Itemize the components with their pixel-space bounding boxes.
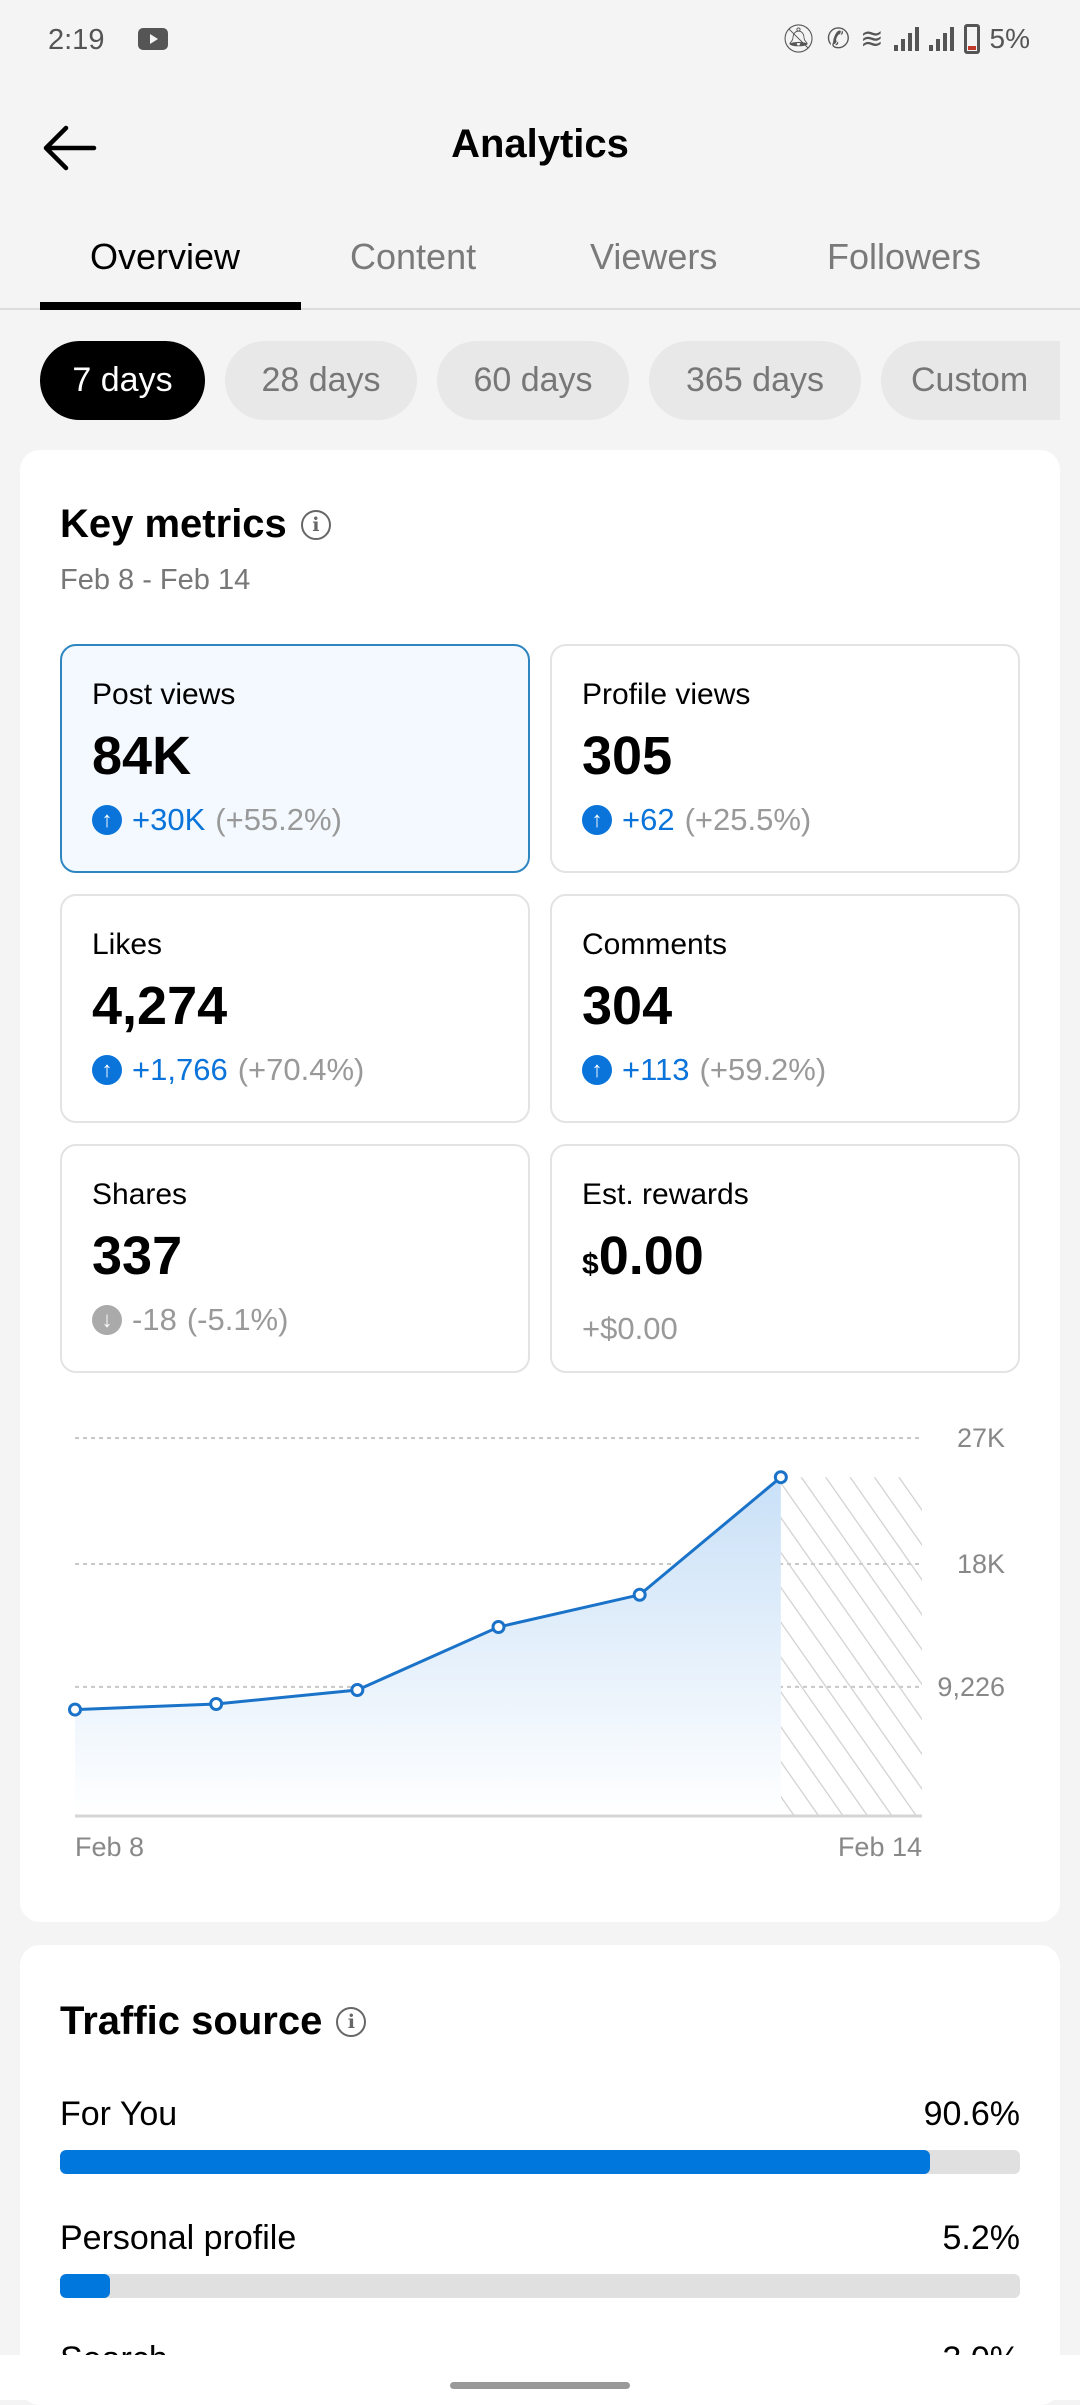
- metric-delta-percent: (+55.2%): [215, 802, 342, 837]
- mute-icon: 🔕︎: [781, 23, 817, 54]
- battery-percent: 5%: [989, 22, 1030, 54]
- youtube-icon: [138, 28, 168, 50]
- post-views-chart[interactable]: 27K 18K 9,226 Feb 8 Feb 14: [0, 1380, 1080, 1860]
- metric-tile-comments[interactable]: Comments 304 ↑ +113 (+59.2%): [550, 894, 1020, 1123]
- battery-icon: [963, 23, 980, 54]
- y-tick-label: 9,226: [937, 1672, 1005, 1702]
- metric-delta: +62: [622, 802, 675, 837]
- home-gesture-handle[interactable]: [450, 2382, 630, 2389]
- key-metrics-header: Key metrics i: [60, 502, 331, 547]
- metric-delta-percent: (+70.4%): [237, 1052, 365, 1087]
- back-arrow-icon[interactable]: [40, 118, 100, 178]
- tab-overview[interactable]: Overview: [90, 236, 241, 277]
- data-point: [350, 1683, 365, 1697]
- range-chip-60-days[interactable]: 60 days: [437, 341, 629, 420]
- key-metrics-title: Key metrics: [60, 502, 287, 546]
- tab-followers[interactable]: Followers: [827, 236, 982, 277]
- metric-label: Post views: [92, 678, 236, 711]
- traffic-row-label: For You: [60, 2095, 178, 2133]
- data-point: [491, 1620, 506, 1634]
- traffic-row-label: Personal profile: [60, 2219, 297, 2257]
- traffic-bar-fill: [60, 2150, 930, 2174]
- traffic-row-value: 5.2%: [942, 2219, 1021, 2257]
- data-point: [632, 1587, 647, 1602]
- y-tick-label: 27K: [957, 1423, 1005, 1453]
- traffic-row-value: 90.6%: [923, 2095, 1020, 2133]
- tab-viewers[interactable]: Viewers: [590, 236, 718, 277]
- metric-value: 305: [582, 726, 673, 786]
- metric-value: 4,274: [92, 976, 228, 1036]
- wifi-call-icon: ✆: [826, 23, 851, 54]
- area-fill: [75, 1477, 781, 1816]
- metric-value-wrapper: $0.00: [582, 1226, 1018, 1295]
- metric-tile-est-rewards[interactable]: Est. rewards $0.00 +$0.00: [550, 1144, 1020, 1373]
- traffic-source-card: Traffic source i: [20, 1945, 1060, 2405]
- metric-tile-shares[interactable]: Shares 337 ↓ -18 (-5.1%): [60, 1144, 530, 1373]
- metric-label: Est. rewards: [582, 1178, 749, 1211]
- wifi-icon: ≋: [860, 23, 884, 54]
- metric-delta: +$0.00: [582, 1311, 678, 1346]
- x-tick-label: Feb 14: [838, 1832, 922, 1860]
- active-tab-indicator: [40, 302, 301, 310]
- metric-delta: +113: [622, 1052, 690, 1087]
- traffic-bar-fill: [60, 2274, 110, 2298]
- range-chip-365-days[interactable]: 365 days: [649, 341, 861, 420]
- info-icon[interactable]: i: [336, 2006, 367, 2037]
- metric-delta: -18: [132, 1302, 177, 1337]
- info-icon[interactable]: i: [300, 509, 331, 540]
- date-range-label: Feb 8 - Feb 14: [60, 564, 251, 596]
- arrow-up-circle-icon: ↑: [92, 1055, 122, 1085]
- range-chip-7-days[interactable]: 7 days: [40, 341, 205, 420]
- chip-scroll-mask: [1060, 330, 1080, 430]
- signal-icon: [928, 26, 954, 51]
- signal-icon: [893, 26, 919, 51]
- range-chip-28-days[interactable]: 28 days: [225, 341, 417, 420]
- metric-tile-post-views[interactable]: Post views 84K ↑ +30K (+55.2%): [60, 644, 530, 873]
- traffic-source-header: Traffic source i: [60, 1999, 367, 2044]
- data-point: [68, 1702, 82, 1717]
- status-bar: 2:19 🔕︎ ✆ ≋ 5%: [0, 0, 1080, 80]
- metric-value: 0.00: [598, 1226, 704, 1286]
- arrow-up-circle-icon: ↑: [582, 1055, 612, 1085]
- traffic-bar-for-you: [60, 2150, 1020, 2174]
- arrow-up-circle-icon: ↑: [582, 805, 612, 835]
- y-tick-label: 18K: [957, 1549, 1005, 1579]
- status-icons: 🔕︎ ✆ ≋ 5%: [781, 22, 1030, 55]
- data-point: [773, 1470, 788, 1485]
- traffic-bar-personal-profile: [60, 2274, 1020, 2298]
- metric-label: Likes: [92, 928, 163, 961]
- metric-tile-profile-views[interactable]: Profile views 305 ↑ +62 (+25.5%): [550, 644, 1020, 873]
- incomplete-period-hatch: [780, 1477, 922, 1816]
- range-chip-custom[interactable]: Custom: [881, 341, 1080, 420]
- metric-delta: +1,766: [132, 1052, 228, 1087]
- metric-delta-percent: (+25.5%): [684, 802, 812, 837]
- series-line: [74, 1476, 782, 1712]
- status-time: 2:19: [48, 24, 105, 56]
- metric-delta-percent: (+59.2%): [699, 1052, 827, 1087]
- tab-bar: Overview Content Viewers Followers: [0, 232, 1080, 310]
- metric-label: Shares: [92, 1178, 188, 1211]
- currency-symbol: $: [582, 1248, 599, 1281]
- arrow-up-circle-icon: ↑: [92, 805, 122, 835]
- metric-delta: +30K: [132, 802, 206, 837]
- navigation-bar: [0, 2355, 1080, 2400]
- traffic-source-title: Traffic source: [60, 1999, 323, 2043]
- tab-content[interactable]: Content: [350, 236, 477, 277]
- page-title: Analytics: [451, 122, 629, 166]
- metric-tile-likes[interactable]: Likes 4,274 ↑ +1,766 (+70.4%): [60, 894, 530, 1123]
- metric-label: Profile views: [582, 678, 751, 711]
- arrow-down-circle-icon: ↓: [92, 1305, 122, 1335]
- x-tick-label: Feb 8: [75, 1832, 144, 1860]
- metric-label: Comments: [582, 928, 728, 961]
- metric-value: 337: [92, 1226, 183, 1286]
- metric-value: 84K: [92, 726, 192, 786]
- metric-delta-percent: (-5.1%): [186, 1302, 289, 1337]
- metric-value: 304: [582, 976, 673, 1036]
- data-point: [209, 1697, 224, 1711]
